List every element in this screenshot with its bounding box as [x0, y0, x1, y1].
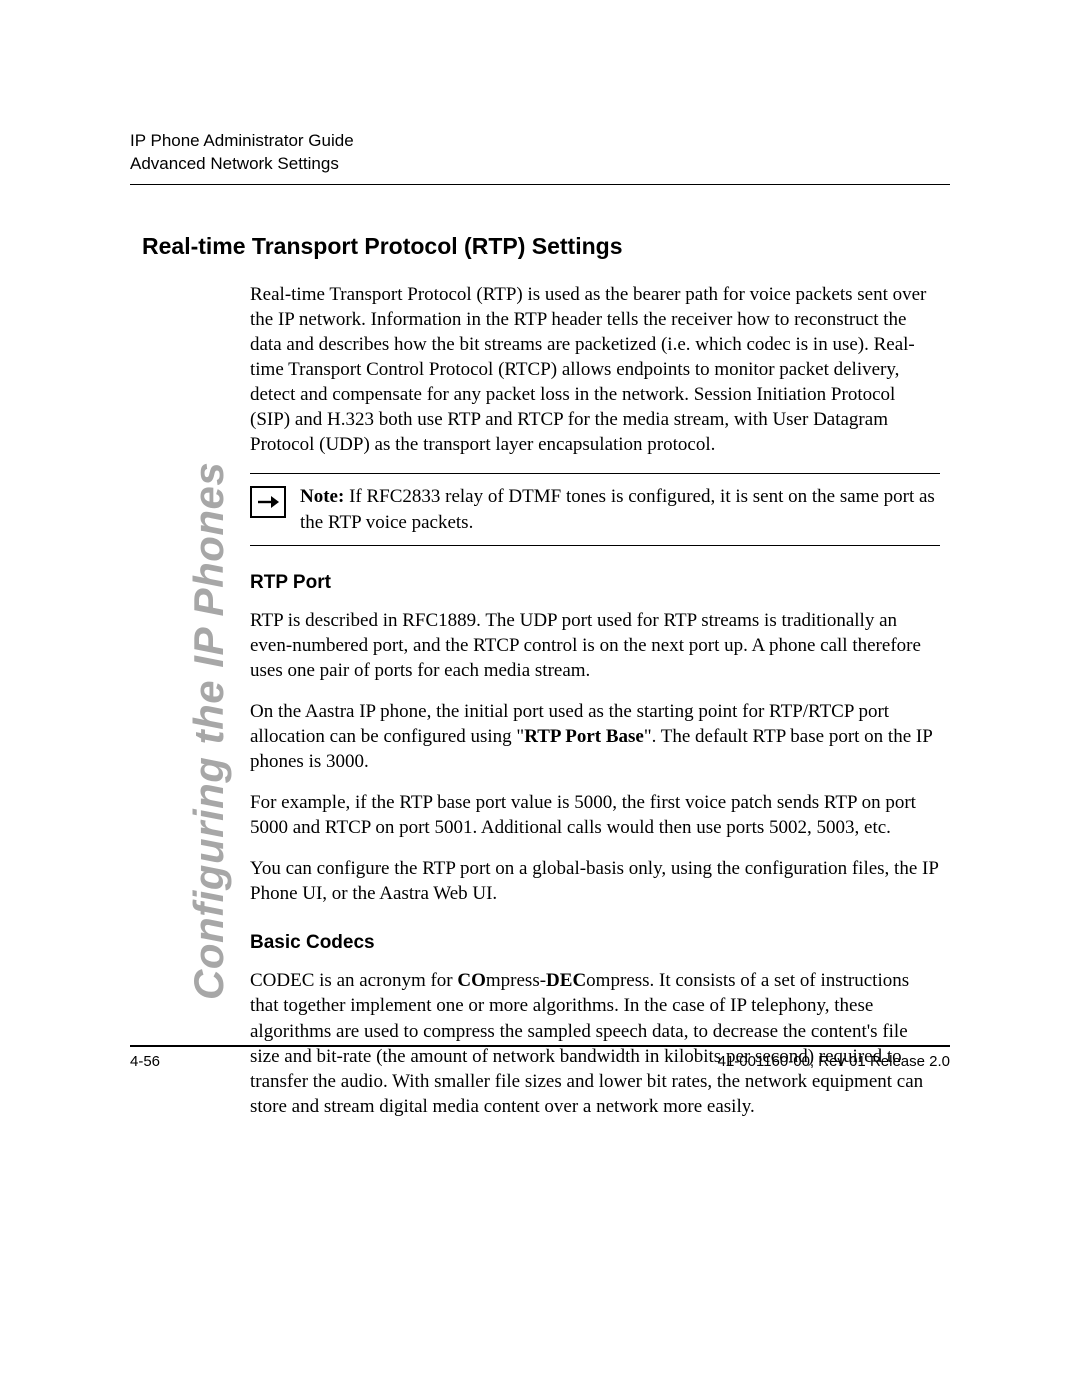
rtp-port-p2: On the Aastra IP phone, the initial port…	[250, 699, 940, 774]
header-rule	[130, 184, 950, 185]
header-line-2: Advanced Network Settings	[130, 153, 950, 176]
section-title: Real-time Transport Protocol (RTP) Setti…	[142, 233, 950, 260]
page-content: IP Phone Administrator Guide Advanced Ne…	[130, 130, 950, 1135]
body-column: Real-time Transport Protocol (RTP) is us…	[250, 282, 940, 1119]
codecs-p1-b2: DEC	[546, 970, 586, 991]
rtp-port-p4: You can configure the RTP port on a glob…	[250, 856, 940, 906]
note-text: Note: If RFC2833 relay of DTMF tones is …	[300, 484, 940, 534]
intro-paragraph: Real-time Transport Protocol (RTP) is us…	[250, 282, 940, 458]
footer-doc-id: 41-001160-00, Rev 01 Release 2.0	[718, 1053, 950, 1070]
note-rule-bottom	[250, 545, 940, 546]
codecs-p1: CODEC is an acronym for COmpress-DECompr…	[250, 968, 940, 1118]
arrow-right-icon	[250, 486, 286, 518]
codecs-p1-b1: CO	[457, 970, 486, 991]
rtp-p2-bold: RTP Port Base	[524, 726, 644, 747]
rtp-port-title: RTP Port	[250, 572, 940, 594]
page-footer: 4-56 41-001160-00, Rev 01 Release 2.0	[130, 1045, 950, 1070]
codecs-p1-pre: CODEC is an acronym for	[250, 970, 457, 991]
note-label: Note:	[300, 486, 344, 507]
note-block: Note: If RFC2833 relay of DTMF tones is …	[250, 473, 940, 545]
basic-codecs-title: Basic Codecs	[250, 932, 940, 954]
footer-page-number: 4-56	[130, 1053, 160, 1070]
footer-rule	[130, 1045, 950, 1047]
rtp-port-p1: RTP is described in RFC1889. The UDP por…	[250, 608, 940, 683]
note-body: If RFC2833 relay of DTMF tones is config…	[300, 486, 935, 532]
codecs-p1-mid: mpress-	[486, 970, 546, 991]
header-line-1: IP Phone Administrator Guide	[130, 130, 950, 153]
page-header: IP Phone Administrator Guide Advanced Ne…	[130, 130, 950, 185]
rtp-port-p3: For example, if the RTP base port value …	[250, 790, 940, 840]
codecs-p1-post: ompress. It consists of a set of instruc…	[250, 970, 923, 1116]
